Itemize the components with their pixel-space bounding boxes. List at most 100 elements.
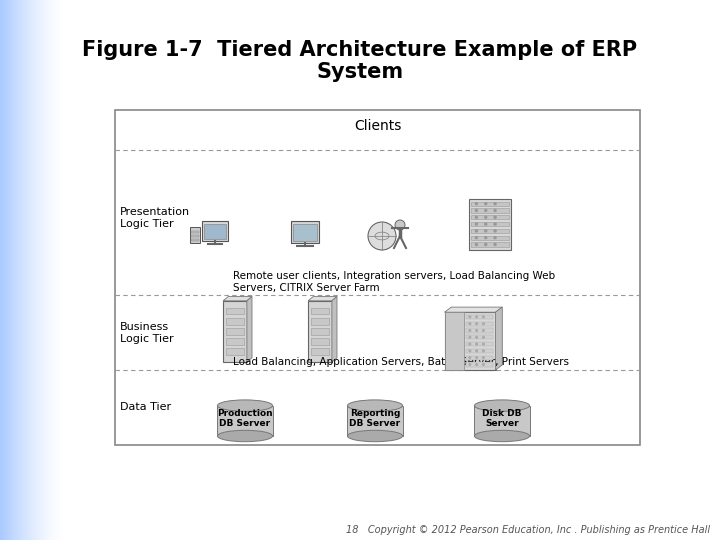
Ellipse shape xyxy=(474,400,529,411)
Circle shape xyxy=(494,230,496,232)
Bar xyxy=(467,328,493,333)
Circle shape xyxy=(475,216,477,218)
Text: Presentation
Logic Tier: Presentation Logic Tier xyxy=(120,207,190,229)
Bar xyxy=(310,348,329,355)
Circle shape xyxy=(482,316,485,318)
Text: 18   Copyright © 2012 Pearson Education, Inc . Publishing as Prentice Hall: 18 Copyright © 2012 Pearson Education, I… xyxy=(346,525,710,535)
Bar xyxy=(444,312,464,370)
Bar xyxy=(467,335,493,340)
Circle shape xyxy=(494,244,496,246)
Circle shape xyxy=(482,323,485,325)
Circle shape xyxy=(469,363,471,366)
Bar xyxy=(223,301,247,362)
Circle shape xyxy=(485,210,487,212)
Text: Clients: Clients xyxy=(354,119,401,133)
Polygon shape xyxy=(247,296,252,362)
Bar xyxy=(467,362,493,367)
Bar xyxy=(472,242,509,247)
Text: Data Tier: Data Tier xyxy=(120,402,171,412)
Text: Disk DB
Server: Disk DB Server xyxy=(482,409,522,429)
Bar xyxy=(467,342,493,346)
Bar xyxy=(474,406,529,436)
Bar xyxy=(225,348,244,355)
Bar xyxy=(225,308,244,314)
Circle shape xyxy=(476,343,477,345)
Circle shape xyxy=(482,336,485,338)
Text: Remote user clients, Integration servers, Load Balancing Web
Servers, CITRIX Ser: Remote user clients, Integration servers… xyxy=(233,271,555,293)
Bar xyxy=(115,110,640,445)
Bar xyxy=(467,321,493,326)
Circle shape xyxy=(482,329,485,332)
Bar xyxy=(190,227,200,243)
Circle shape xyxy=(469,343,471,345)
Circle shape xyxy=(368,222,396,250)
Circle shape xyxy=(476,363,477,366)
Bar xyxy=(472,215,509,219)
Bar xyxy=(225,318,244,325)
Polygon shape xyxy=(332,296,337,362)
Bar xyxy=(308,301,332,362)
Circle shape xyxy=(475,230,477,232)
Text: Load Balancing, Application Servers, Batch Server, Print Servers: Load Balancing, Application Servers, Bat… xyxy=(233,357,569,367)
Ellipse shape xyxy=(217,430,273,442)
Polygon shape xyxy=(223,296,252,301)
Circle shape xyxy=(475,202,477,205)
Bar xyxy=(467,355,493,360)
Circle shape xyxy=(476,357,477,359)
Circle shape xyxy=(475,223,477,225)
Circle shape xyxy=(475,210,477,212)
Bar xyxy=(204,224,226,239)
Circle shape xyxy=(494,210,496,212)
Circle shape xyxy=(482,343,485,345)
Bar xyxy=(310,318,329,325)
Circle shape xyxy=(476,336,477,338)
Text: System: System xyxy=(316,62,404,82)
Circle shape xyxy=(494,237,496,239)
Bar xyxy=(202,221,228,241)
Circle shape xyxy=(485,216,487,218)
Circle shape xyxy=(469,336,471,338)
Circle shape xyxy=(485,223,487,225)
Bar xyxy=(472,229,509,233)
Circle shape xyxy=(469,357,471,359)
Circle shape xyxy=(485,230,487,232)
Bar xyxy=(191,231,199,233)
Circle shape xyxy=(485,244,487,246)
Circle shape xyxy=(482,350,485,352)
Bar xyxy=(467,315,493,319)
Circle shape xyxy=(475,244,477,246)
Circle shape xyxy=(494,202,496,205)
Bar xyxy=(472,235,509,240)
Text: Figure 1-7  Tiered Architecture Example of ERP: Figure 1-7 Tiered Architecture Example o… xyxy=(82,40,638,60)
Text: Business
Logic Tier: Business Logic Tier xyxy=(120,322,174,344)
Bar xyxy=(293,224,317,241)
Ellipse shape xyxy=(348,400,402,411)
Bar xyxy=(472,201,509,206)
Circle shape xyxy=(485,202,487,205)
Bar xyxy=(348,406,402,436)
Ellipse shape xyxy=(474,430,529,442)
Bar xyxy=(310,308,329,314)
Bar xyxy=(469,199,511,250)
Circle shape xyxy=(469,316,471,318)
Circle shape xyxy=(469,323,471,325)
Circle shape xyxy=(476,316,477,318)
Polygon shape xyxy=(495,307,503,370)
Bar xyxy=(444,312,495,370)
Circle shape xyxy=(475,237,477,239)
Circle shape xyxy=(469,329,471,332)
Circle shape xyxy=(476,350,477,352)
Circle shape xyxy=(476,323,477,325)
Bar xyxy=(225,328,244,335)
Bar xyxy=(472,208,509,213)
Text: Reporting
DB Server: Reporting DB Server xyxy=(349,409,400,429)
Text: Production
DB Server: Production DB Server xyxy=(217,409,273,429)
Ellipse shape xyxy=(348,430,402,442)
Circle shape xyxy=(494,216,496,218)
Circle shape xyxy=(494,223,496,225)
Bar xyxy=(291,221,319,243)
Circle shape xyxy=(482,357,485,359)
Circle shape xyxy=(469,350,471,352)
Circle shape xyxy=(485,237,487,239)
Bar xyxy=(310,328,329,335)
